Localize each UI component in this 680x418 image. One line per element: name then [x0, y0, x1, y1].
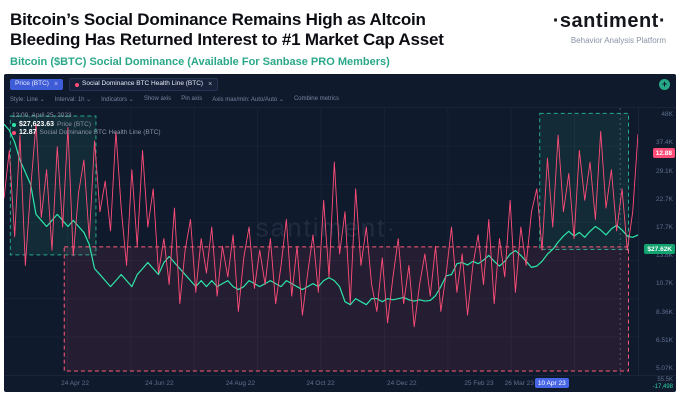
plot-wrap: ·santiment· 12:00, April 25, 2023 $27,62…	[4, 108, 676, 376]
chart-plot-area[interactable]: ·santiment· 12:00, April 25, 2023 $27,62…	[4, 108, 638, 375]
legend-dominance-label: Social Dominance BTC Health Line (BTC)	[39, 129, 161, 137]
legend-timestamp: 12:00, April 25, 2023	[12, 112, 72, 120]
legend-row-dominance: 12.87 Social Dominance BTC Health Line (…	[12, 129, 161, 136]
close-icon[interactable]: ×	[208, 81, 213, 89]
x-axis[interactable]: 10 Apr 23 55.5K -17,498 24 Apr 22 24 Jun …	[4, 375, 676, 392]
chart-canvas[interactable]	[4, 108, 638, 375]
legend-row-price: $27,623.63 Price (BTC)	[12, 121, 161, 128]
metric-tab-social-label: Social Dominance BTC Health Line (BTC)	[82, 80, 204, 88]
corner-stat-bottom: -17,498	[652, 383, 673, 390]
x-axis-tick-label: 26 Mar 23	[504, 380, 534, 388]
chart-subtitle: Bitcoin ($BTC) Social Dominance (Availab…	[10, 56, 390, 69]
chart-toolbar: Style: Line ⌄ Interval: 1h ⌄ Indicators ⌄ S…	[4, 93, 676, 109]
toolbar-item[interactable]: Indicators ⌄	[101, 97, 134, 104]
toolbar-item[interactable]: Show axis	[143, 96, 172, 103]
header: Bitcoin’s Social Dominance Remains High …	[0, 0, 680, 68]
right-price-axis[interactable]: 12.88 $27.62K 48K 37.4K 29.1K 22.7K 17.7K 13.…	[638, 108, 676, 376]
metric-color-dot-icon	[75, 82, 80, 87]
axis-tick-label: 10.7K	[656, 280, 673, 288]
x-axis-tick-label: 24 Aug 22	[225, 380, 256, 388]
brand: ·santiment· Behavior Analysis Platform	[553, 10, 666, 45]
axis-tick-label: 5.07K	[656, 365, 673, 373]
x-axis-tick-label: 24 Apr 22	[61, 380, 89, 388]
axis-tick-label: 6.51K	[656, 336, 673, 344]
close-icon[interactable]: ×	[53, 81, 59, 89]
page-title: Bitcoin’s Social Dominance Remains High …	[10, 10, 444, 50]
corner-stats: 55.5K -17,498	[653, 377, 673, 391]
toolbar-item[interactable]: Style: Line ⌄	[10, 97, 45, 104]
legend-price-label: Price (BTC)	[57, 121, 91, 129]
dominance-value-chip: 12.88	[652, 148, 675, 159]
x-axis-tick-label: 24 Dec 22	[387, 380, 417, 388]
toolbar-item[interactable]: Interval: 1h ⌄	[54, 97, 92, 104]
crosshair-date-chip: 10 Apr 23	[534, 378, 569, 389]
axis-tick-label: 29.1K	[656, 167, 673, 175]
metric-tab-price-label: Price (BTC)	[15, 80, 49, 88]
dominance-dot-icon	[12, 130, 16, 135]
metric-tab-price[interactable]: Price (BTC) ×	[10, 79, 64, 91]
axis-tick-label: 48K	[661, 111, 673, 119]
axis-tick-label: 17.7K	[656, 223, 673, 231]
add-metric-button[interactable]: +	[659, 79, 670, 91]
toolbar-item[interactable]: Combine metrics	[293, 96, 339, 103]
legend-dominance-value: 12.87	[19, 129, 37, 137]
x-axis-tick-label: 24 Jun 22	[145, 380, 174, 388]
axis-tick-label: 37.4K	[656, 139, 673, 147]
price-dot-icon	[12, 122, 16, 127]
santiment-logo: ·santiment·	[552, 10, 666, 32]
x-axis-tick-label: 25 Feb 23	[464, 380, 494, 388]
axis-tick-label: 22.7K	[656, 195, 673, 203]
toolbar-item[interactable]: Pin axis	[181, 96, 203, 103]
legend-price-value: $27,623.63	[19, 121, 55, 129]
chart-panel: Price (BTC) × Social Dominance BTC Healt…	[4, 74, 676, 393]
axis-tick-label: 8.36K	[656, 308, 673, 316]
metric-tabs-row: Price (BTC) × Social Dominance BTC Healt…	[4, 74, 676, 93]
price-value-chip: $27.62K	[644, 244, 675, 255]
metric-tab-social-dominance[interactable]: Social Dominance BTC Health Line (BTC) ×	[69, 78, 219, 92]
brand-tagline: Behavior Analysis Platform	[570, 36, 666, 45]
corner-stat-top: 55.5K	[657, 377, 673, 384]
x-axis-tick-label: 24 Oct 22	[306, 380, 335, 388]
chart-legend: 12:00, April 25, 2023 $27,623.63 Price (…	[12, 112, 161, 136]
toolbar-item[interactable]: Axis max/min: Auto/Auto ⌄	[212, 97, 284, 104]
axis-tick-label: 13.8K	[656, 252, 673, 260]
